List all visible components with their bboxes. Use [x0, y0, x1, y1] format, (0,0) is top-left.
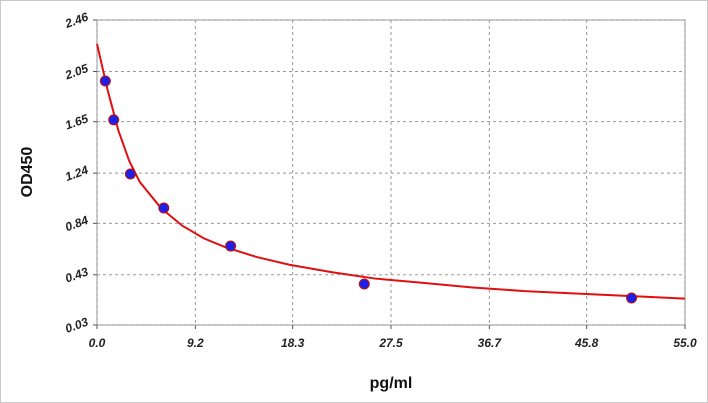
x-tick-label: 27.5: [378, 336, 403, 350]
data-point: [108, 114, 120, 126]
x-tick-label: 36.7: [478, 336, 503, 350]
data-point: [626, 292, 638, 304]
fit-curve: [96, 43, 686, 300]
x-tick-label: 55.0: [673, 336, 697, 350]
x-tick-label: 0.0: [89, 336, 106, 350]
data-point: [124, 168, 136, 180]
y-axis-title: OD450: [19, 147, 36, 198]
data-point: [99, 75, 111, 87]
x-axis-title: pg/ml: [370, 375, 413, 392]
data-point: [225, 240, 237, 252]
data-point: [158, 202, 170, 214]
data-point: [358, 278, 370, 290]
x-tick-label: 45.8: [574, 336, 599, 350]
x-tick-label: 9.2: [187, 336, 204, 350]
x-tick-label: 18.3: [281, 336, 305, 350]
